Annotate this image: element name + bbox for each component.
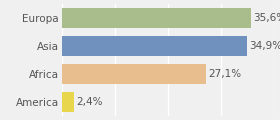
Bar xyxy=(62,36,247,56)
Text: 35,6%: 35,6% xyxy=(253,13,280,23)
Bar xyxy=(62,8,251,28)
Bar xyxy=(62,64,206,84)
Text: 2,4%: 2,4% xyxy=(76,97,103,107)
Bar xyxy=(62,92,74,112)
Text: 34,9%: 34,9% xyxy=(249,41,280,51)
Text: 27,1%: 27,1% xyxy=(208,69,241,79)
